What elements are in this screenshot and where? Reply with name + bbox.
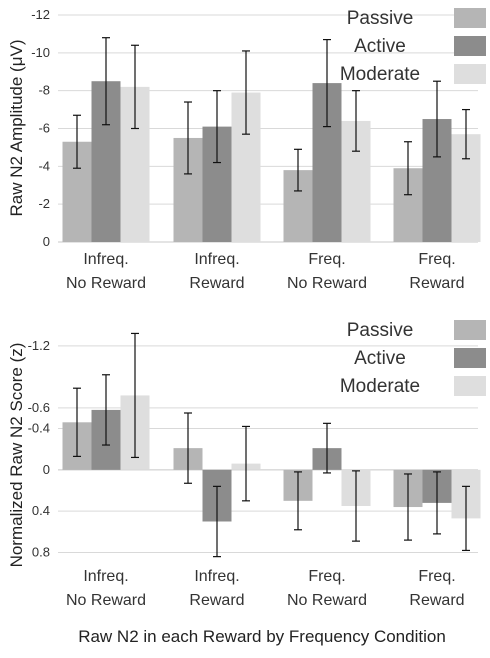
legend-label: Moderate (340, 64, 420, 85)
legend-swatch (454, 376, 486, 396)
y-tick-label: 0 (43, 234, 50, 249)
legend-label: Passive (347, 320, 414, 341)
y-tick-label: 0.4 (32, 503, 50, 518)
legend-label: Active (354, 348, 406, 369)
x-category-label: Reward (409, 592, 464, 609)
y-tick-label: 0.8 (32, 545, 50, 560)
legend-swatch (454, 348, 486, 368)
x-category-label: No Reward (287, 592, 367, 609)
x-category-label: No Reward (287, 275, 367, 292)
x-category-label: Infreq. (194, 251, 239, 268)
x-category-label: Freq. (418, 568, 455, 585)
legend-label: Passive (347, 8, 414, 29)
y-tick-label: -6 (38, 121, 50, 136)
legend-swatch (454, 64, 486, 84)
y-tick-label: -4 (38, 158, 50, 173)
x-category-label: Freq. (418, 251, 455, 268)
x-category-label: No Reward (66, 592, 146, 609)
y-tick-label: -8 (38, 83, 50, 98)
legend-label: Moderate (340, 376, 420, 397)
x-category-label: Freq. (308, 251, 345, 268)
legend-swatch (454, 8, 486, 28)
legend-label: Active (354, 36, 406, 57)
y-tick-label: -1.2 (28, 338, 50, 353)
y-tick-label: -2 (38, 196, 50, 211)
y-tick-label: -0.6 (28, 400, 50, 415)
y-tick-label: -10 (31, 45, 50, 60)
y-tick-label: -12 (31, 7, 50, 22)
y-axis-title: Normalized Raw N2 Score (z) (7, 343, 26, 568)
x-category-label: Infreq. (83, 568, 128, 585)
legend-swatch (454, 320, 486, 340)
x-category-label: Reward (189, 592, 244, 609)
x-category-label: Infreq. (83, 251, 128, 268)
chart-panel-normalized-score: 0.8 0.4 0 -0.4 -0.6 -1.2 Infreq. No Reward Infre… (7, 320, 486, 609)
x-category-label: No Reward (66, 275, 146, 292)
y-tick-label: -0.4 (28, 421, 50, 436)
x-axis-title: Raw N2 in each Reward by Frequency Condi… (78, 627, 446, 646)
y-tick-label: 0 (43, 462, 50, 477)
x-category-label: Reward (409, 275, 464, 292)
y-axis-title: Raw N2 Amplitude (μV) (7, 39, 26, 216)
x-category-label: Infreq. (194, 568, 239, 585)
legend-swatch (454, 36, 486, 56)
chart-panel-raw-amplitude: 0 -2 -4 -6 -8 -10 -12 Infreq. No Reward Infreq. Re… (7, 7, 486, 292)
x-category-label: Reward (189, 275, 244, 292)
x-category-label: Freq. (308, 568, 345, 585)
